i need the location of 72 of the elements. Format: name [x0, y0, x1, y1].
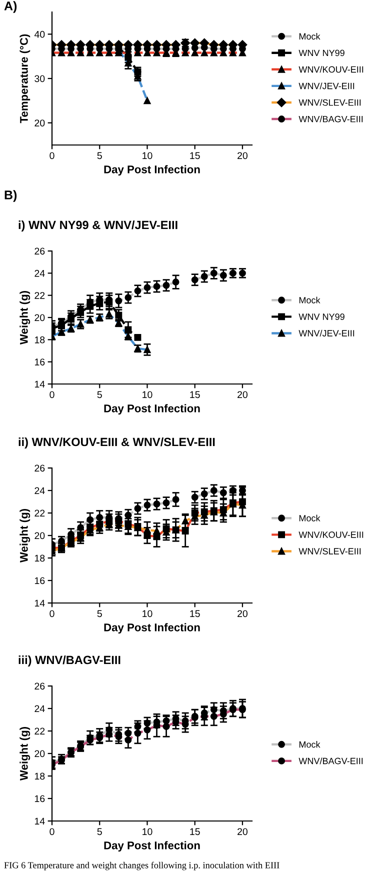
x-tick-label: 15 — [190, 391, 200, 398]
y-tick-label: 26 — [34, 248, 45, 255]
x-tick-label: 20 — [238, 391, 248, 398]
x-axis-title: Day Post Infection — [104, 165, 200, 176]
y-axis-title: Weight (g) — [20, 726, 30, 781]
x-tick-label: 5 — [97, 391, 102, 398]
y-axis-title: Weight (g) — [20, 290, 30, 345]
y-tick-label: 20 — [34, 314, 45, 322]
x-tick-label: 15 — [190, 152, 200, 160]
x-tick-label: 5 — [97, 828, 102, 836]
y-axis-title: Weight (g) — [20, 508, 30, 563]
x-axis-title: Day Post Infection — [104, 841, 200, 852]
y-tick-label: 20 — [34, 532, 45, 540]
y-tick-label: 26 — [34, 464, 45, 472]
chart-title: iii) WNV/BAGV-EIII — [18, 655, 120, 667]
legend-label: WNV/SLEV-EIII — [298, 548, 361, 554]
y-tick-label: 30 — [34, 75, 45, 82]
y-tick-label: 20 — [34, 120, 45, 126]
chart-subtitle: i) WNV NY99 & WNV/JEV-EIII — [18, 220, 178, 232]
legend-label: WNV/JEV-EIII — [298, 330, 354, 336]
x-tick-label: 10 — [142, 152, 152, 160]
chart-title: A) — [4, 1, 17, 13]
y-tick-label: 26 — [34, 682, 45, 690]
x-tick-label: 0 — [50, 152, 54, 160]
y-tick-label: 16 — [34, 795, 45, 802]
chart-title: B) — [4, 190, 17, 202]
x-tick-label: 5 — [97, 610, 102, 618]
x-tick-label: 0 — [50, 828, 54, 836]
chart-title: ii) WNV/KOUV-EIII & WNV/SLEV-EIII — [18, 438, 215, 449]
x-tick-label: 20 — [238, 828, 248, 836]
x-tick-label: 10 — [142, 391, 152, 398]
x-tick-label: 10 — [142, 828, 152, 836]
y-tick-label: 16 — [34, 358, 45, 366]
y-tick-label: 20 — [34, 750, 45, 758]
legend-label: WNV/KOUV-EIII — [298, 531, 364, 538]
x-tick-label: 15 — [190, 610, 200, 618]
y-tick-label: 22 — [34, 510, 45, 517]
legend-label: WNV NY99 — [298, 314, 344, 320]
y-tick-label: 24 — [34, 487, 45, 494]
x-tick-label: 0 — [50, 610, 54, 618]
x-tick-label: 20 — [238, 610, 248, 618]
y-tick-label: 14 — [34, 380, 45, 388]
y-tick-label: 16 — [34, 577, 45, 584]
y-tick-label: 14 — [34, 818, 45, 825]
x-axis-title: Day Post Infection — [104, 623, 200, 634]
y-tick-label: 18 — [34, 772, 45, 780]
legend-label: Mock — [299, 514, 320, 522]
x-axis-title: Day Post Infection — [104, 404, 200, 415]
y-tick-label: 14 — [34, 600, 45, 607]
legend-label: Mock — [299, 741, 320, 748]
y-tick-label: 40 — [34, 30, 45, 38]
y-tick-label: 18 — [34, 336, 45, 344]
x-tick-label: 10 — [142, 610, 152, 618]
legend-label: WNV/BAGV-EIII — [298, 758, 363, 764]
legend-label: Mock — [299, 296, 320, 304]
x-tick-label: 20 — [238, 152, 248, 160]
caption: FIG 6 Temperature and weight changes following i.p. inoculation with EIII — [4, 862, 280, 870]
y-tick-label: 22 — [34, 728, 45, 735]
legend-label: WNV/BAGV-EIII — [298, 116, 363, 122]
x-tick-label: 5 — [97, 152, 102, 160]
legend-label: WNV NY99 — [298, 50, 344, 56]
x-tick-label: 0 — [50, 391, 54, 398]
x-tick-label: 15 — [190, 828, 200, 836]
legend-label: Mock — [299, 32, 320, 40]
y-tick-label: 22 — [34, 292, 45, 299]
y-tick-label: 24 — [34, 270, 45, 277]
legend-label: WNV/SLEV-EIII — [298, 99, 361, 106]
y-tick-label: 24 — [34, 705, 45, 712]
y-axis-title: Temperature (°C) — [20, 34, 30, 124]
y-tick-label: 18 — [34, 554, 45, 562]
legend-label: WNV/KOUV-EIII — [298, 66, 364, 73]
legend-label: WNV/JEV-EIII — [298, 82, 354, 90]
